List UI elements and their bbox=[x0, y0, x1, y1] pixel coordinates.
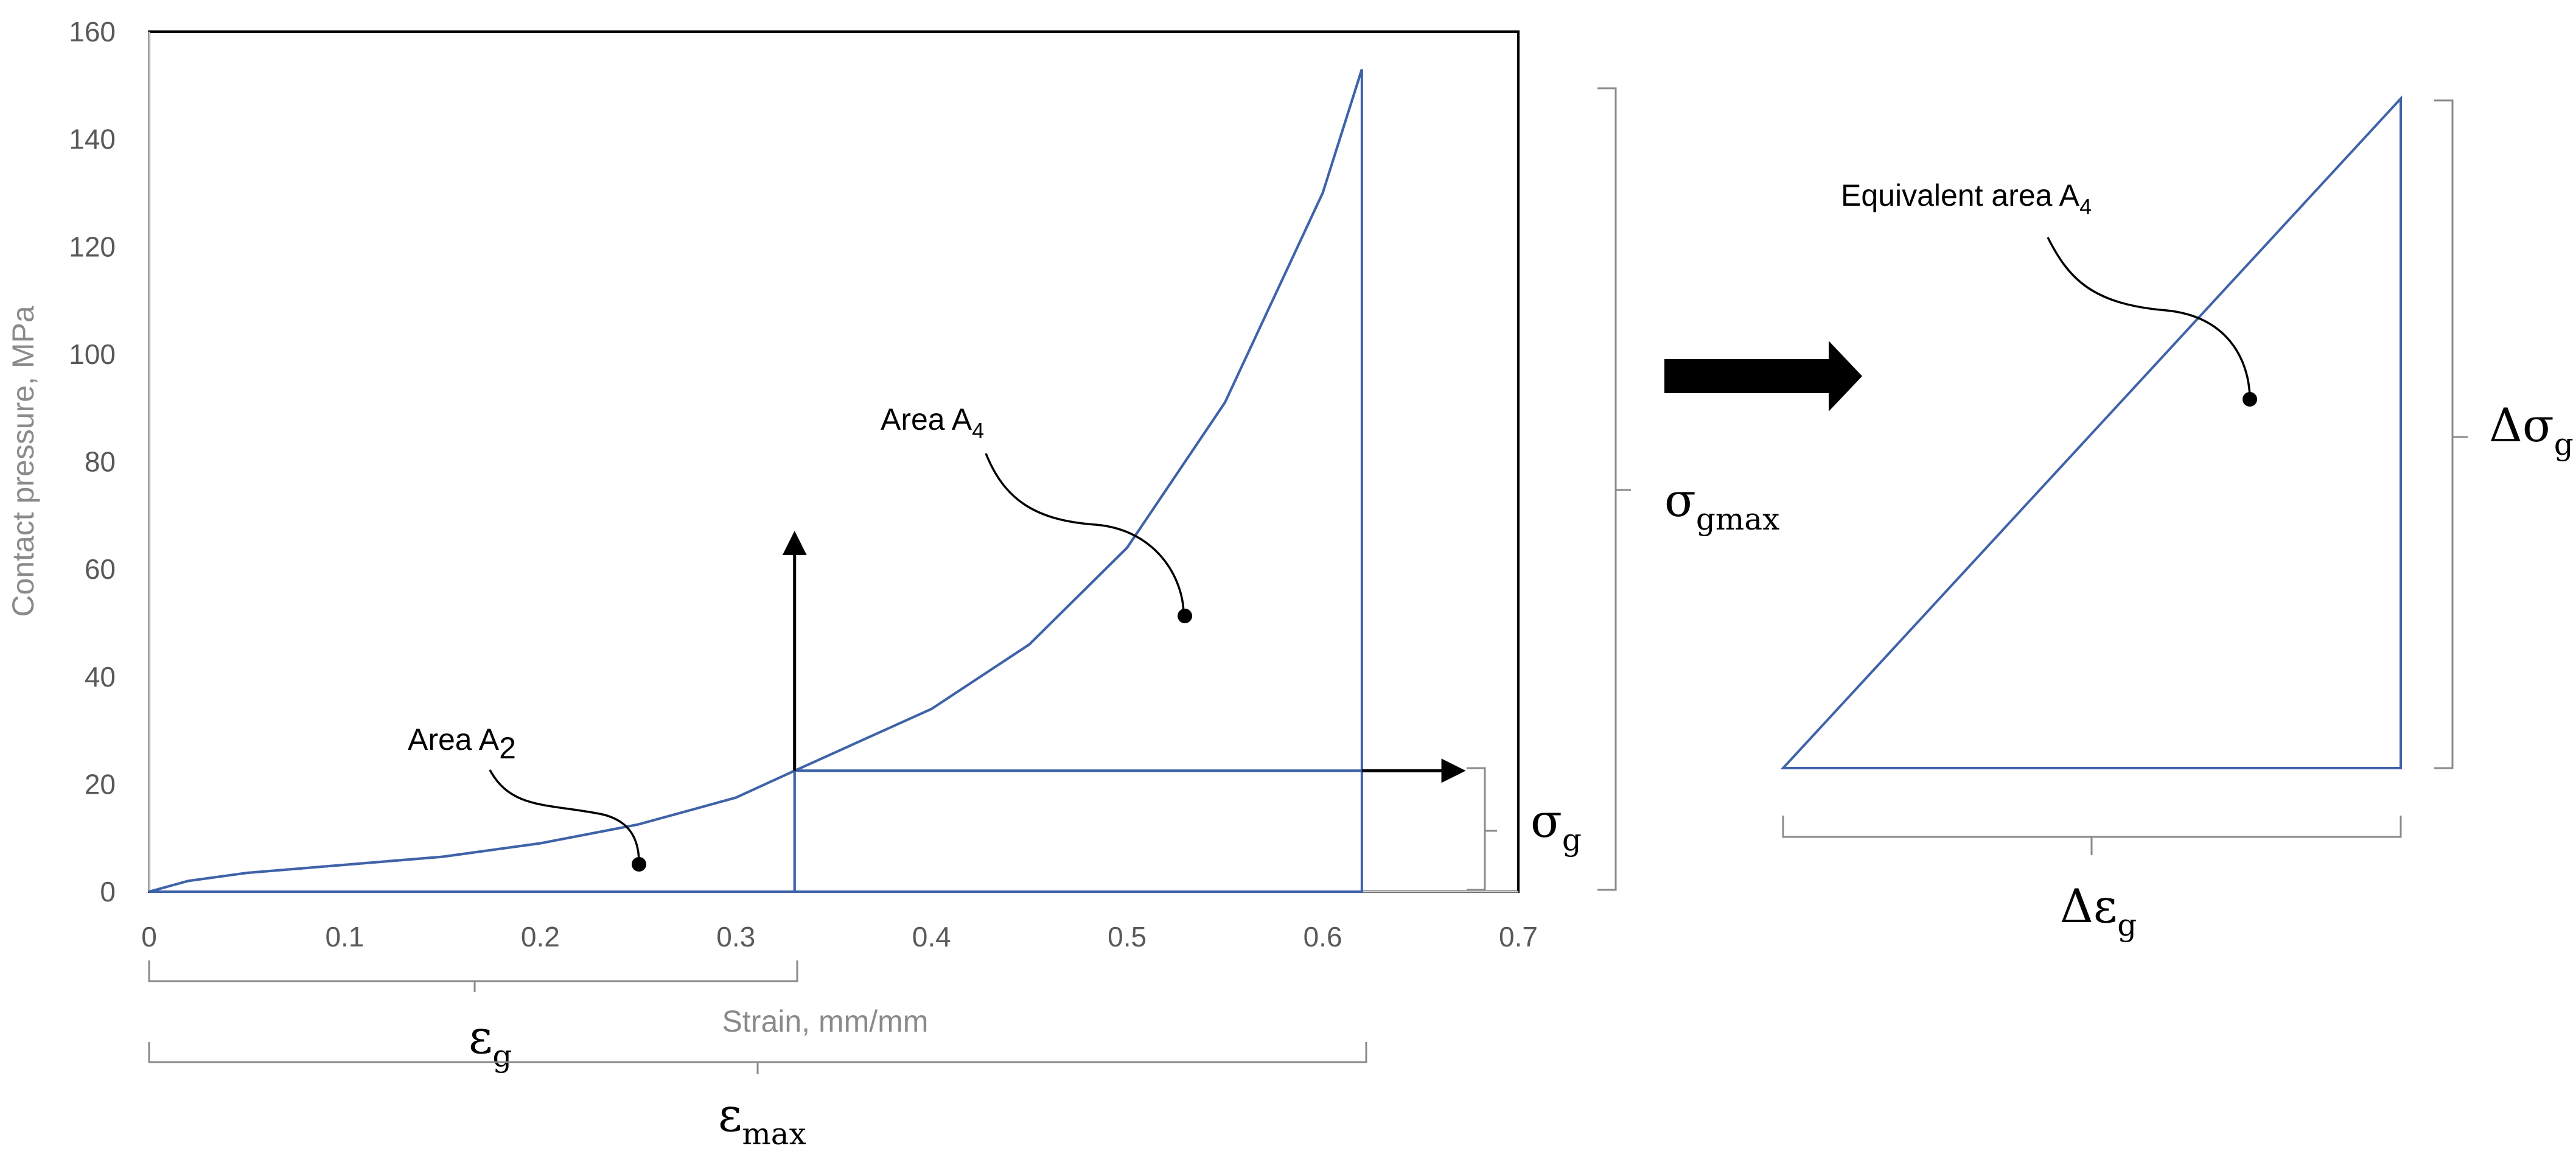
area-a3-region bbox=[793, 769, 1363, 893]
stress-strain-curve bbox=[148, 69, 1363, 893]
equivalent-area-label: Equivalent area A4 bbox=[1841, 178, 2092, 219]
delta-eps-g-brace bbox=[1782, 816, 2402, 855]
y-tick-label: 120 bbox=[69, 231, 116, 262]
delta-eps-g-symbol: Δεg bbox=[2060, 879, 2137, 943]
y-tick-label: 20 bbox=[85, 768, 116, 800]
area-a4-leader bbox=[985, 453, 1185, 615]
delta-sigma-g-brace bbox=[2434, 99, 2468, 769]
y-tick-label: 40 bbox=[85, 661, 116, 693]
x-tick-label: 0.3 bbox=[716, 921, 755, 953]
area-a2-label: Area A2 bbox=[408, 722, 516, 765]
sigma-gmax-brace bbox=[1597, 87, 1631, 891]
area-a4-dot bbox=[1178, 609, 1192, 623]
y-tick-label: 160 bbox=[69, 16, 116, 47]
eps-max-brace bbox=[148, 1042, 1367, 1074]
area-a2-leader bbox=[489, 769, 640, 864]
y-tick-label: 60 bbox=[85, 553, 116, 585]
x-tick-label: 0.5 bbox=[1108, 921, 1147, 953]
eps-max-symbol: εmax bbox=[718, 1088, 806, 1152]
equivalent-area-leader bbox=[2047, 237, 2251, 397]
x-tick-label: 0.1 bbox=[325, 921, 364, 953]
eps-g-brace bbox=[148, 960, 798, 992]
area-a4-label: Area A4 bbox=[881, 402, 984, 443]
x-axis-label: Strain, mm/mm bbox=[722, 1004, 929, 1038]
sigma-gmax-symbol: σgmax bbox=[1664, 473, 1779, 537]
transform-arrow bbox=[1664, 341, 1862, 411]
area-a3-label: Area A3 bbox=[1098, 796, 1202, 836]
delta-sigma-g-symbol: Δσg bbox=[2489, 398, 2574, 462]
x-tick-label: 0 bbox=[141, 921, 157, 953]
eps-g-symbol: εg bbox=[469, 1010, 512, 1074]
x-tick-label: 0.2 bbox=[521, 921, 560, 953]
x-tick-labels: 0 0.1 0.2 0.3 0.4 0.5 0.6 0.7 bbox=[141, 921, 1538, 953]
x-tick-label: 0.6 bbox=[1304, 921, 1342, 953]
x-tick-label: 0.4 bbox=[912, 921, 951, 953]
y-axis-label: Contact pressure, MPa bbox=[6, 306, 40, 617]
y-tick-label: 140 bbox=[69, 124, 116, 155]
area-a2-dot bbox=[632, 857, 646, 872]
y-tick-label: 0 bbox=[100, 876, 116, 907]
equivalent-area-dot bbox=[2243, 392, 2257, 407]
sigma-g-symbol: σg bbox=[1531, 794, 1582, 858]
y-tick-label: 80 bbox=[85, 446, 116, 478]
equivalent-area-triangle bbox=[1780, 95, 2402, 769]
area-a4-region bbox=[794, 69, 1363, 772]
x-tick-label: 0.7 bbox=[1499, 921, 1538, 953]
sigma-g-brace bbox=[1467, 767, 1497, 891]
y-tick-label: 100 bbox=[69, 338, 116, 370]
plot-frame bbox=[148, 30, 1520, 893]
y-tick-labels: 0 20 40 60 80 100 120 140 160 bbox=[69, 16, 116, 907]
